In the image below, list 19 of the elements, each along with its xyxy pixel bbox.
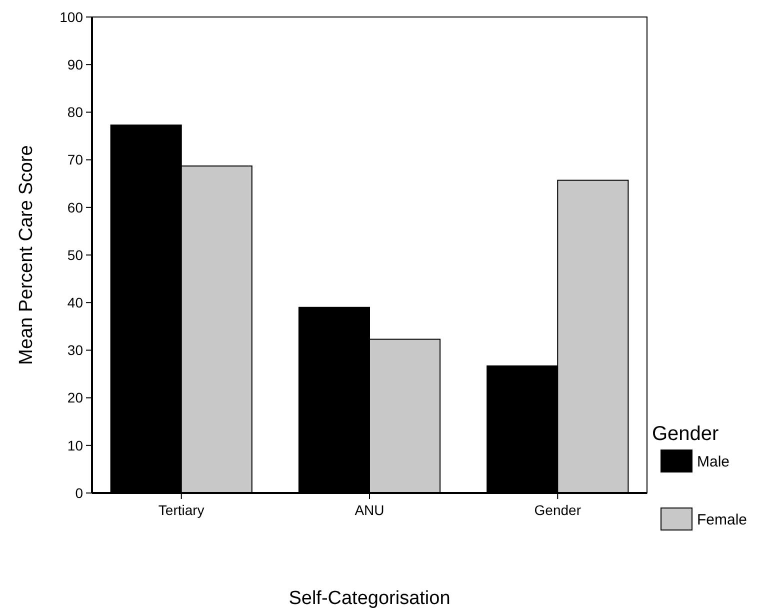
y-tick-label: 90	[67, 56, 84, 72]
y-tick-label: 40	[67, 294, 84, 310]
x-tick-label: Gender	[534, 502, 582, 518]
y-tick-label: 60	[67, 199, 84, 216]
x-tick-label: ANU	[354, 502, 384, 518]
y-tick-label: 70	[67, 152, 84, 168]
x-axis-title: Self-Categorisation	[288, 588, 450, 609]
y-tick-label: 20	[67, 390, 84, 406]
y-tick-label: 100	[60, 8, 84, 25]
y-tick-label: 50	[67, 246, 84, 263]
legend-label: Male	[697, 453, 730, 470]
y-tick-label: 0	[75, 484, 84, 501]
legend-label: Female	[697, 511, 748, 528]
y-tick-label: 80	[67, 104, 84, 120]
y-tick-label: 10	[67, 437, 84, 454]
legend-title: Gender	[652, 423, 720, 445]
x-tick-label: Tertiary	[158, 502, 204, 518]
y-axis-title: Mean Percent Care Score	[16, 145, 37, 365]
y-tick-label: 30	[67, 342, 84, 358]
